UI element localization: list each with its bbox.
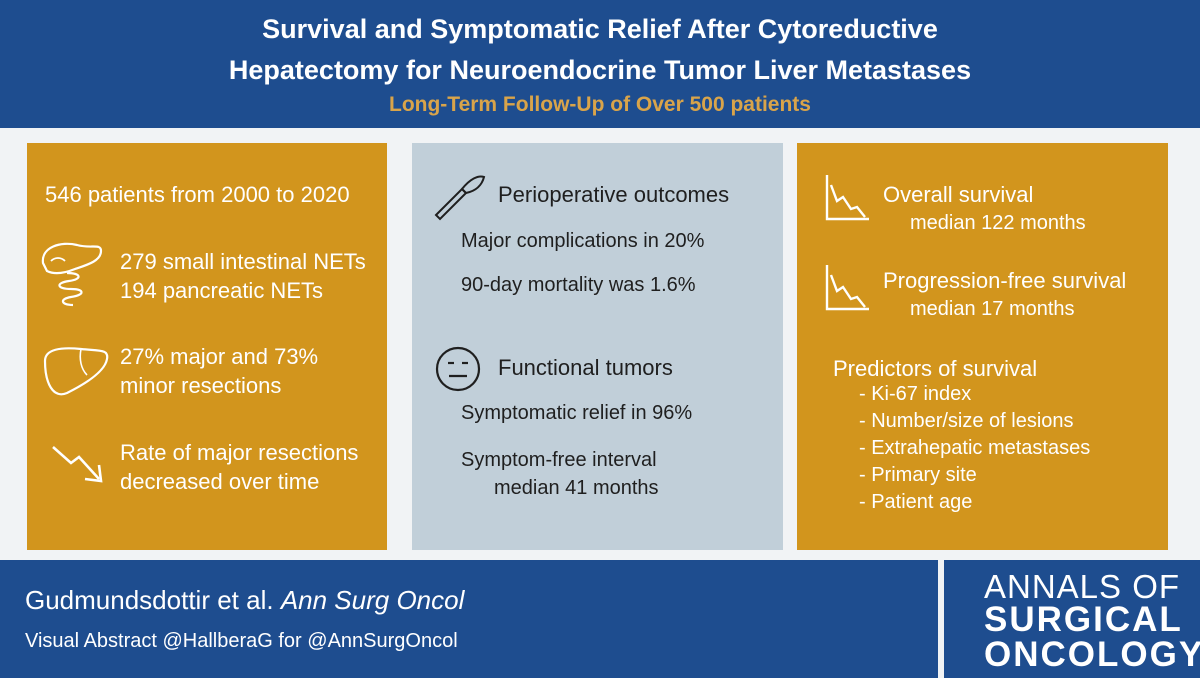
predictor-item: - Number/size of lesions	[859, 410, 1074, 432]
trend-line-1: Rate of major resections	[120, 440, 359, 465]
overall-survival-median: median 122 months	[910, 212, 1086, 234]
complications-rate: Major complications in 20%	[461, 230, 705, 252]
pancreatic-count: 194 pancreatic NETs	[120, 278, 323, 303]
liver-icon	[43, 347, 109, 396]
predictor-item: - Primary site	[859, 464, 977, 486]
survival-panel: Overall survival median 122 months Progr…	[797, 143, 1168, 550]
predictor-item: - Patient age	[859, 491, 973, 513]
periop-heading: Perioperative outcomes	[498, 182, 730, 207]
pfs-median: median 17 months	[910, 298, 1075, 320]
journal-name: Ann Surg Oncol	[280, 585, 465, 615]
predictor-item: - Ki-67 index	[859, 383, 972, 405]
functional-heading: Functional tumors	[498, 355, 673, 380]
scalpel-icon	[434, 175, 486, 221]
predictors-heading: Predictors of survival	[833, 356, 1038, 381]
survival-curve-icon	[825, 265, 869, 311]
footer-divider	[938, 560, 944, 678]
logo-line-2: SURGICAL	[984, 600, 1183, 639]
title-line-2: Hepatectomy for Neuroendocrine Tumor Liv…	[228, 55, 972, 85]
decrease-arrow-icon	[52, 446, 103, 483]
survival-curve-icon	[825, 175, 869, 221]
resections-line-1: 27% major and 73%	[120, 344, 319, 369]
header-banner: Survival and Symptomatic Relief After Cy…	[0, 0, 1200, 128]
mortality-rate: 90-day mortality was 1.6%	[461, 274, 696, 296]
subtitle: Long-Term Follow-Up of Over 500 patients	[389, 93, 811, 116]
small-intestinal-count: 279 small intestinal NETs	[120, 249, 366, 274]
trend-line-2: decreased over time	[120, 469, 320, 494]
pfs-heading: Progression-free survival	[883, 268, 1127, 293]
logo-line-3: ONCOLOGY	[984, 635, 1200, 674]
title-line-1: Survival and Symptomatic Relief After Cy…	[262, 14, 938, 44]
symptom-free-interval: Symptom-free interval	[461, 449, 657, 471]
overall-survival-heading: Overall survival	[883, 182, 1034, 207]
patients-count: 546 patients from 2000 to 2020	[45, 182, 350, 207]
authors: Gudmundsdottir et al.	[25, 585, 274, 615]
intestine-icon	[41, 242, 103, 307]
symptom-free-median: median 41 months	[494, 477, 659, 499]
journal-logo: ANNALS OF SURGICAL ONCOLOGY	[944, 560, 1200, 678]
neutral-face-icon	[435, 346, 481, 392]
citation-footer: Gudmundsdottir et al. Ann Surg Oncol Vis…	[0, 560, 938, 678]
outcomes-panel: Perioperative outcomes Major complicatio…	[412, 143, 783, 550]
credit-line: Visual Abstract @HallberaG for @AnnSurgO…	[25, 630, 458, 652]
cohort-panel: 546 patients from 2000 to 2020 279 small…	[27, 143, 387, 550]
citation: Gudmundsdottir et al. Ann Surg Oncol	[25, 585, 464, 616]
symptomatic-relief: Symptomatic relief in 96%	[461, 402, 693, 424]
logo-line-1: ANNALS OF	[984, 568, 1181, 605]
resections-line-2: minor resections	[120, 373, 282, 398]
predictor-item: - Extrahepatic metastases	[859, 437, 1091, 459]
